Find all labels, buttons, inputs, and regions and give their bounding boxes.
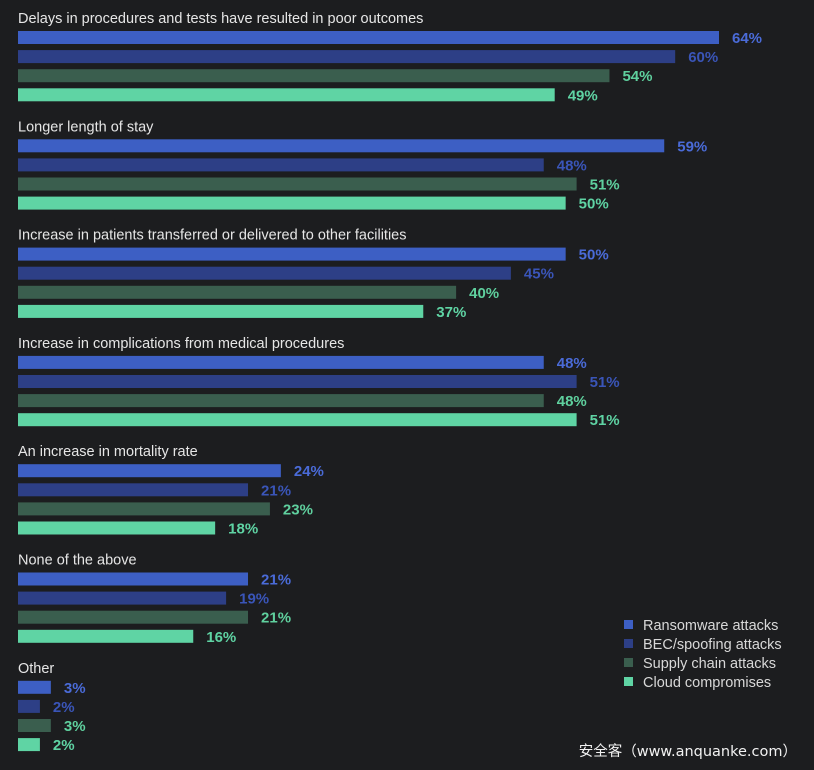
data-label: 23% [283, 501, 313, 518]
category-title: Delays in procedures and tests have resu… [18, 11, 423, 27]
category-group: Longer length of stay 59% 48%51% 50% [18, 119, 707, 213]
data-label: 19% [239, 591, 269, 608]
bar [18, 502, 270, 516]
bar [18, 31, 719, 44]
bar [18, 177, 577, 191]
legend-label: BEC/spoofing attacks [643, 637, 782, 653]
data-label: 2% [53, 699, 75, 716]
data-label: 40% [469, 285, 499, 302]
bar [18, 158, 544, 172]
category-group: An increase in mortality rate 24%21% 23% 18… [18, 444, 324, 538]
bar [18, 69, 610, 83]
legend-label: Cloud compromises [643, 675, 771, 691]
data-label: 50% [579, 196, 609, 213]
data-label: 48% [557, 393, 587, 410]
bar [18, 680, 51, 694]
data-label: 18% [228, 521, 258, 538]
category-group: Increase in patients transferred or deli… [18, 228, 609, 321]
data-label: 51% [590, 177, 620, 194]
bar [18, 285, 457, 299]
data-label: 2% [53, 737, 75, 754]
category-title: Increase in patients transferred or deli… [18, 228, 406, 244]
bar [18, 304, 424, 318]
category-group: Other 3% 2% 3% 2% [18, 661, 86, 754]
data-label: 49% [568, 87, 598, 104]
bar [18, 413, 577, 427]
bar [18, 483, 249, 497]
data-label: 16% [206, 629, 236, 646]
legend-label: Ransomware attacks [643, 618, 778, 634]
data-label: 51% [590, 412, 620, 429]
data-label: 54% [622, 68, 652, 85]
bar [18, 610, 249, 624]
bar [18, 139, 665, 153]
legend: Ransomware attacks BEC/spoofing attacks Su… [624, 618, 782, 691]
bar [18, 196, 566, 210]
category-group: Delays in procedures and tests have resu… [18, 11, 762, 104]
data-label: 48% [557, 355, 587, 372]
category-group: Increase in complications from medical p… [18, 336, 620, 429]
legend-label: Supply chain attacks [643, 656, 776, 672]
data-label: 50% [579, 247, 609, 264]
data-label: 37% [436, 304, 466, 321]
category-groups: Delays in procedures and tests have resu… [18, 11, 762, 754]
data-label: 3% [64, 680, 86, 697]
legend-swatch [624, 677, 633, 686]
bar [18, 738, 40, 752]
bar [18, 629, 194, 643]
bar [18, 572, 249, 586]
category-group: None of the above 21% 19% 21% 16% [18, 553, 291, 646]
category-title: Longer length of stay [18, 119, 154, 135]
data-label: 45% [524, 266, 554, 283]
category-title: Other [18, 661, 54, 677]
bar [18, 355, 544, 369]
bar [18, 88, 555, 102]
bar [18, 266, 511, 280]
category-title: Increase in complications from medical p… [18, 336, 344, 352]
data-label: 59% [677, 138, 707, 155]
bar [18, 719, 51, 732]
category-title: None of the above [18, 553, 137, 569]
bar [18, 394, 544, 408]
data-label: 51% [590, 374, 620, 391]
bar [18, 375, 577, 388]
category-title: An increase in mortality rate [18, 444, 198, 460]
bar [18, 699, 40, 713]
legend-swatch [624, 639, 633, 648]
data-label: 48% [557, 157, 587, 174]
data-label: 21% [261, 610, 291, 627]
legend-swatch [624, 620, 633, 629]
data-label: 21% [261, 572, 291, 589]
watermark-text: 安全客（www.anquanke.com） [579, 742, 797, 760]
bar [18, 591, 227, 605]
bar [18, 50, 676, 64]
legend-swatch [624, 658, 633, 667]
data-label: 3% [64, 718, 86, 735]
bar [18, 521, 216, 535]
bar [18, 464, 281, 478]
data-label: 60% [688, 49, 718, 66]
data-label: 24% [294, 463, 324, 480]
data-label: 21% [261, 482, 291, 499]
data-label: 64% [732, 30, 762, 47]
bar [18, 247, 566, 261]
